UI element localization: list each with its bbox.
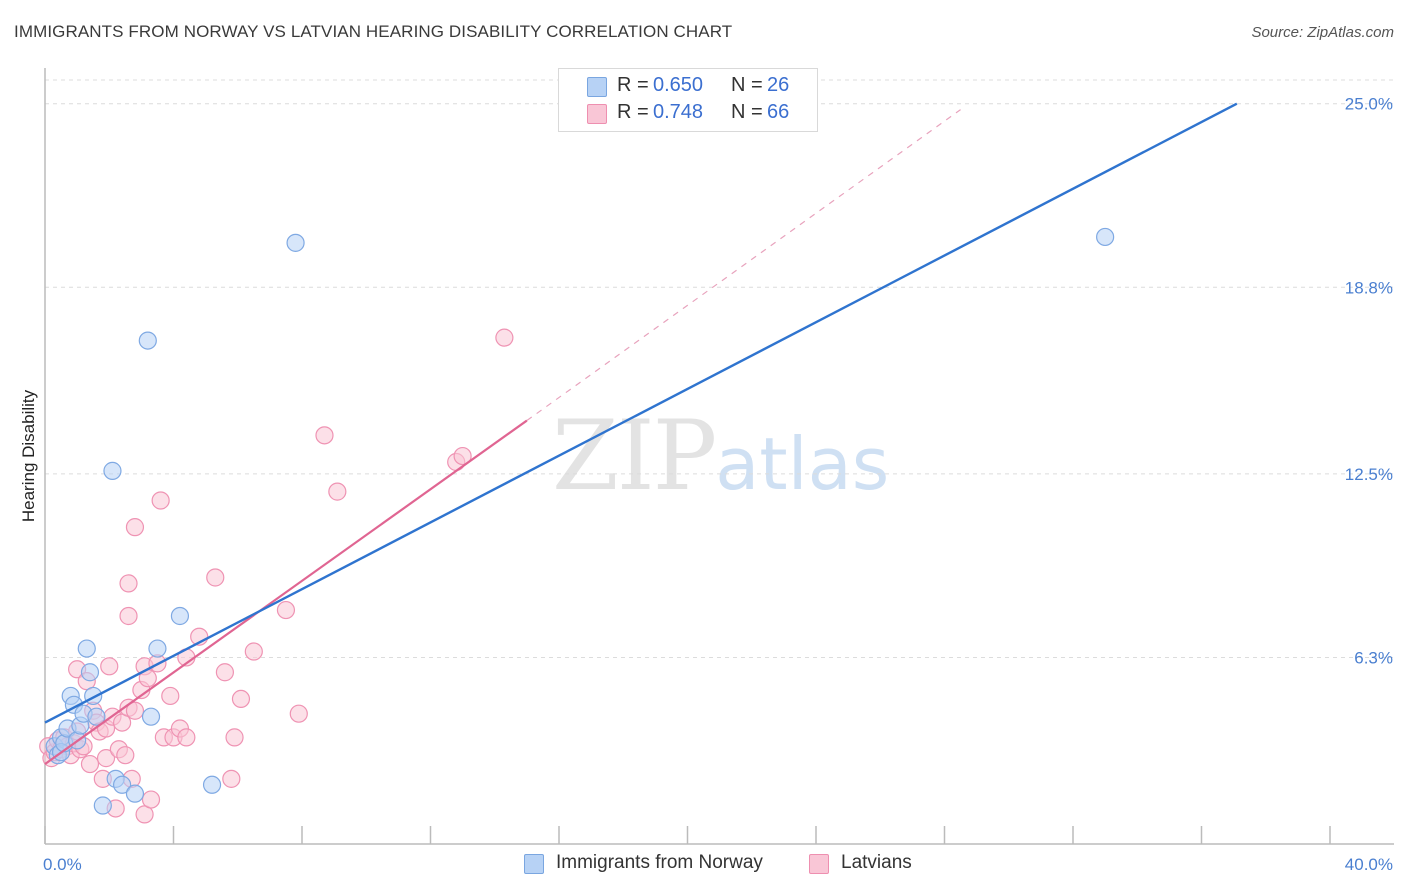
norway-point: [202, 775, 222, 794]
norway-point: [1096, 227, 1115, 247]
x-tick-label: 0.0%: [43, 855, 82, 874]
latvians-point: [151, 491, 170, 510]
latvians-point: [315, 426, 334, 445]
legend-r-value-latvians: 0.748: [653, 101, 704, 123]
latvians-point: [328, 482, 347, 501]
norway-point: [87, 707, 106, 726]
latvians-trend-extension: [526, 109, 961, 422]
latvians-point: [80, 754, 100, 774]
latvians-points: [39, 328, 514, 824]
norway-trend-line: [44, 102, 1238, 724]
latvians-point: [225, 728, 244, 747]
tick-labels: 6.3% 12.5% 18.8% 25.0% 0.0% 40.0%: [43, 95, 1393, 874]
bottom-legend-swatch-latvians: [809, 854, 829, 874]
latvians-point: [453, 446, 472, 466]
axes: [44, 68, 1394, 845]
y-axis-label: Hearing Disability: [19, 389, 38, 522]
chart-title: IMMIGRANTS FROM NORWAY VS LATVIAN HEARIN…: [14, 22, 733, 41]
norway-point: [141, 707, 161, 726]
norway-point: [125, 784, 145, 803]
x-tick-label: 40.0%: [1345, 855, 1393, 874]
watermark-atlas: atlas: [715, 422, 890, 506]
latvians-point: [100, 657, 119, 676]
latvians-point: [161, 686, 180, 706]
latvians-point: [125, 701, 145, 720]
legend-swatch-norway: [587, 77, 607, 97]
latvians-trend-line: [44, 419, 528, 765]
latvians-point: [116, 746, 135, 765]
latvians-point: [244, 642, 263, 661]
bottom-legend-label-norway: Immigrants from Norway: [556, 852, 763, 873]
latvians-point: [177, 728, 196, 747]
trend-lines: [44, 102, 1238, 765]
latvians-point: [215, 663, 234, 682]
legend-n-value-latvians: 66: [767, 101, 790, 123]
correlation-legend: R = 0.650 N = 26 R = 0.748 N = 66: [558, 68, 818, 132]
latvians-point: [289, 704, 308, 723]
y-tick-label: 6.3%: [1354, 648, 1393, 667]
norway-points: [45, 227, 1115, 815]
legend-r-value-norway: 0.650: [653, 74, 704, 96]
watermark-zip: ZIP: [552, 400, 717, 512]
norway-point: [148, 639, 167, 658]
latvians-point: [231, 689, 251, 708]
norway-point: [138, 331, 157, 350]
bottom-legend-swatch-norway: [524, 854, 544, 874]
latvians-point: [119, 574, 138, 593]
legend-r-label: R =: [617, 74, 649, 96]
norway-point: [286, 233, 305, 252]
legend-n-label: N =: [731, 101, 763, 123]
legend-swatch-latvians: [587, 104, 607, 124]
legend-r-label: R =: [617, 101, 649, 123]
legend-row-latvians: R = 0.748 N = 66: [559, 101, 817, 127]
watermark: ZIPatlas: [552, 400, 889, 512]
latvians-point: [141, 790, 161, 809]
norway-point: [93, 796, 112, 815]
y-tick-label: 12.5%: [1345, 465, 1393, 484]
legend-n-label: N =: [731, 74, 763, 96]
y-tick-label: 25.0%: [1345, 95, 1393, 114]
latvians-point: [125, 518, 145, 537]
latvians-point: [206, 568, 225, 587]
norway-point: [77, 639, 96, 658]
latvians-point: [276, 600, 296, 620]
source-label: Source: ZipAtlas.com: [1251, 24, 1394, 41]
norway-point: [80, 663, 100, 682]
latvians-point: [96, 749, 116, 768]
legend-row-norway: R = 0.650 N = 26: [559, 74, 817, 100]
legend-n-value-norway: 26: [767, 74, 790, 96]
grid-lines: [45, 79, 1394, 658]
latvians-point: [495, 328, 514, 347]
norway-point: [170, 606, 190, 626]
latvians-point: [119, 606, 138, 626]
latvians-point: [222, 769, 241, 788]
norway-point: [112, 775, 132, 794]
bottom-legend-label-latvians: Latvians: [841, 852, 912, 873]
norway-point: [103, 461, 122, 480]
y-tick-label: 18.8%: [1345, 278, 1393, 297]
